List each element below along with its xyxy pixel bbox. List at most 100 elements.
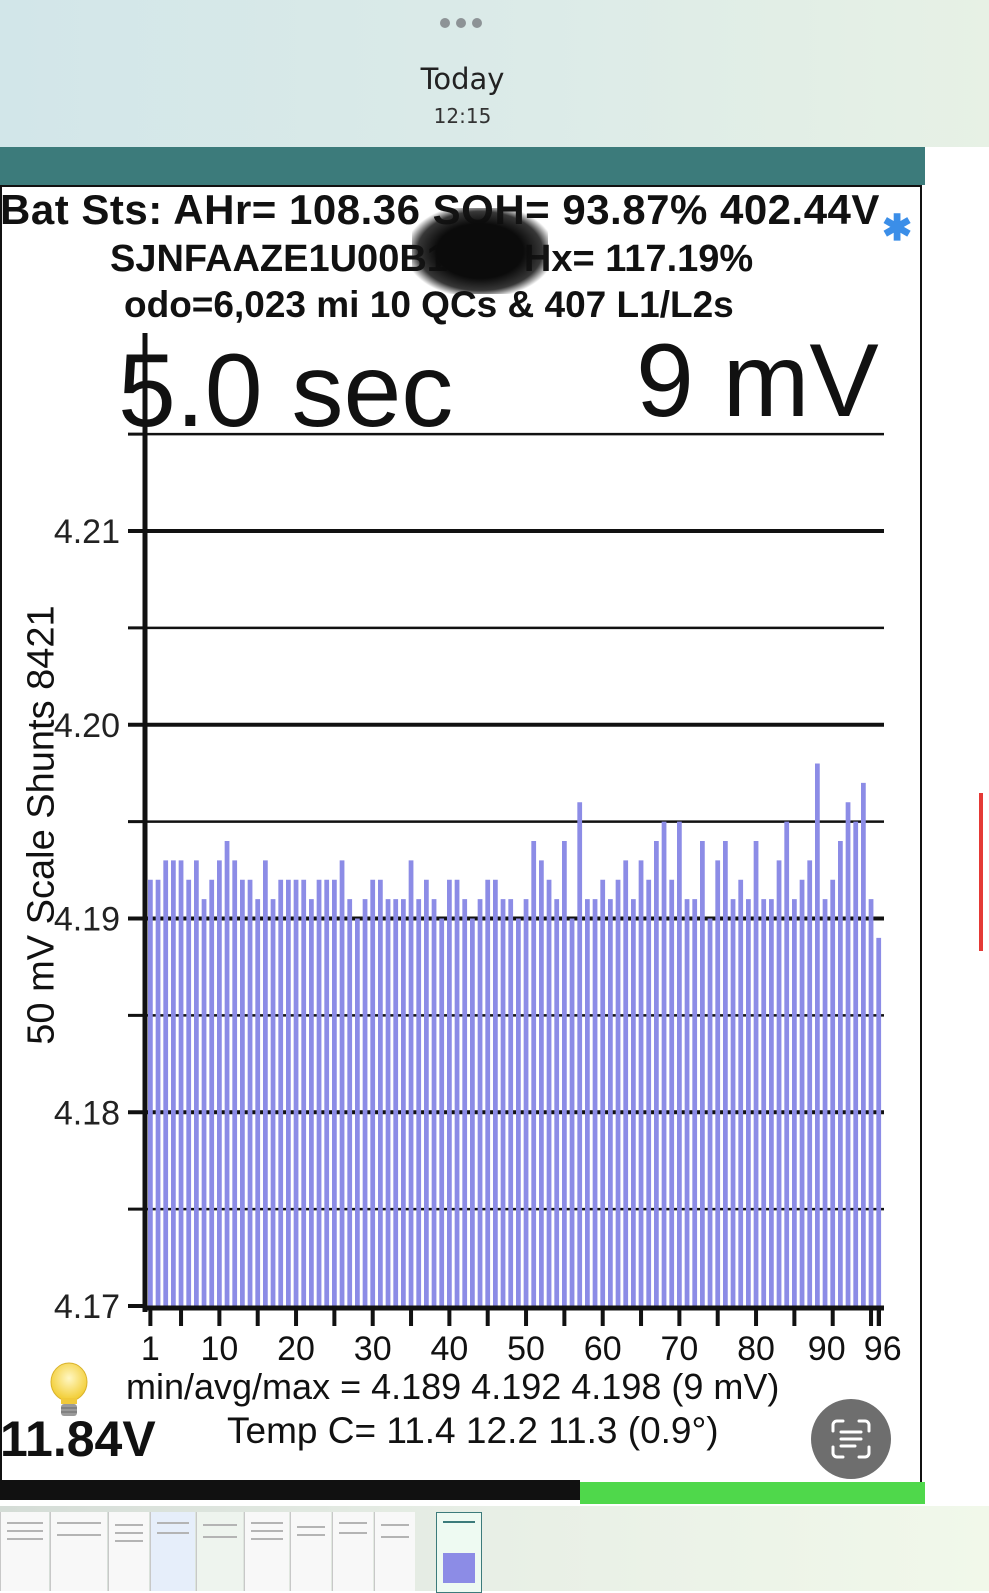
- bar-cell-43: [470, 918, 475, 1308]
- y-tick-label: 4.19: [54, 901, 120, 939]
- bar-cell-62: [615, 879, 621, 1308]
- bar-cell-10: [217, 860, 222, 1308]
- bar-cell-64: [631, 899, 636, 1308]
- bar-cell-87: [807, 860, 813, 1308]
- bar-cell-59: [592, 899, 598, 1308]
- x-tick-label: 20: [277, 1330, 315, 1368]
- bar-cell-11: [224, 841, 230, 1308]
- bar-cell-24: [324, 879, 330, 1308]
- bar-cell-65: [638, 860, 644, 1308]
- bar-cell-33: [393, 899, 399, 1308]
- bar-cell-70: [677, 821, 682, 1308]
- bar-cell-54: [554, 899, 560, 1308]
- thumbnail[interactable]: [244, 1512, 289, 1591]
- bar-cell-68: [661, 821, 667, 1308]
- bluetooth-icon[interactable]: ✱: [882, 207, 913, 248]
- bar-cell-72: [692, 899, 698, 1308]
- x-tick-labels: 1 10 20 30 40 50 60 70 80 90 96: [141, 1330, 902, 1368]
- date-title: Today: [420, 62, 505, 96]
- bar-cell-31: [378, 879, 383, 1308]
- bar-cell-73: [700, 841, 705, 1308]
- bar-cell-53: [546, 879, 552, 1308]
- bar-cell-42: [462, 899, 468, 1308]
- x-tick-label: 1: [141, 1330, 160, 1368]
- thumbnail[interactable]: [50, 1512, 107, 1591]
- cell-spread: 9 mV: [636, 323, 879, 439]
- bar-cell-96: [876, 937, 882, 1308]
- bar-cell-27: [347, 899, 353, 1308]
- bar-cell-84: [784, 821, 790, 1308]
- thumbnail[interactable]: [150, 1512, 195, 1591]
- thumbnail-active[interactable]: [436, 1512, 482, 1593]
- bar-cell-22: [309, 899, 314, 1308]
- right-edge-marker: [979, 793, 983, 951]
- bar-cell-88: [815, 763, 820, 1308]
- bar-cell-47: [500, 899, 506, 1308]
- bar-cell-18: [278, 879, 284, 1308]
- scan-text-icon: [831, 1419, 871, 1459]
- bar-cell-4: [171, 860, 176, 1308]
- bar-cell-38: [431, 899, 437, 1308]
- thumbnail[interactable]: [332, 1512, 373, 1591]
- bar-cell-49: [516, 918, 521, 1308]
- bar-cell-48: [508, 899, 514, 1308]
- bar-cell-86: [799, 879, 805, 1308]
- bar-cell-8: [201, 899, 207, 1308]
- bar-cell-67: [654, 841, 659, 1308]
- thumbnail[interactable]: [108, 1512, 149, 1591]
- bar-cell-78: [738, 879, 744, 1308]
- x-tick-label: 50: [507, 1330, 545, 1368]
- thumbnail[interactable]: [374, 1512, 415, 1591]
- thumbnail[interactable]: [196, 1512, 243, 1591]
- bar-cell-90: [830, 879, 836, 1308]
- bar-cell-5: [178, 860, 184, 1308]
- y-tick-labels: 4.21 4.20 4.19 4.18 4.17: [54, 513, 120, 1326]
- time-label: 12:15: [433, 104, 492, 128]
- bar-cell-80: [753, 841, 759, 1308]
- bar-cell-44: [477, 899, 483, 1308]
- bar-cell-58: [585, 899, 590, 1308]
- thumbnail[interactable]: [0, 1512, 49, 1591]
- scan-text-button[interactable]: [811, 1399, 891, 1479]
- bar-cell-56: [569, 918, 575, 1308]
- bar-cell-92: [845, 802, 851, 1308]
- bar-cell-37: [424, 879, 429, 1308]
- bar-cell-74: [707, 918, 713, 1308]
- y-tick-label: 4.17: [54, 1288, 120, 1326]
- top-bar: Today 12:15: [0, 0, 989, 147]
- bar-cell-60: [600, 879, 606, 1308]
- bar-cell-16: [263, 860, 268, 1308]
- bar-cell-23: [316, 879, 322, 1308]
- bar-cell-6: [186, 879, 192, 1308]
- lightbulb-icon[interactable]: [48, 1362, 90, 1425]
- bar-cell-89: [822, 899, 828, 1308]
- bar-cell-69: [669, 879, 675, 1308]
- bar-cell-1: [148, 879, 153, 1308]
- bar-cell-71: [684, 899, 690, 1308]
- bar-cell-2: [155, 879, 161, 1308]
- bar-cell-82: [769, 899, 774, 1308]
- y-axis-label: 50 mV Scale Shunts 8421: [20, 605, 63, 1045]
- bar-cell-91: [838, 841, 843, 1308]
- bar-cell-50: [523, 899, 529, 1308]
- bottom-black-bar: [0, 1480, 580, 1500]
- thumbnail[interactable]: [290, 1512, 331, 1591]
- bar-cell-28: [355, 918, 360, 1308]
- bar-cell-17: [270, 899, 276, 1308]
- bar-cell-55: [562, 841, 567, 1308]
- bar-cell-40: [447, 879, 452, 1308]
- x-tick-label: 80: [737, 1330, 775, 1368]
- bar-cell-46: [493, 879, 498, 1308]
- sample-interval: 5.0 sec: [118, 333, 454, 449]
- bar-cell-13: [240, 879, 245, 1308]
- bar-cell-76: [723, 841, 728, 1308]
- more-options-icon[interactable]: [440, 18, 482, 28]
- y-tick-label: 4.21: [54, 513, 120, 551]
- min-avg-max: min/avg/max = 4.189 4.192 4.198 (9 mV): [126, 1366, 780, 1407]
- bar-cell-26: [339, 860, 345, 1308]
- bottom-green-bar: [580, 1482, 925, 1504]
- bar-cell-29: [362, 899, 368, 1308]
- bar-cell-39: [439, 918, 445, 1308]
- chart-grid: [128, 432, 884, 1308]
